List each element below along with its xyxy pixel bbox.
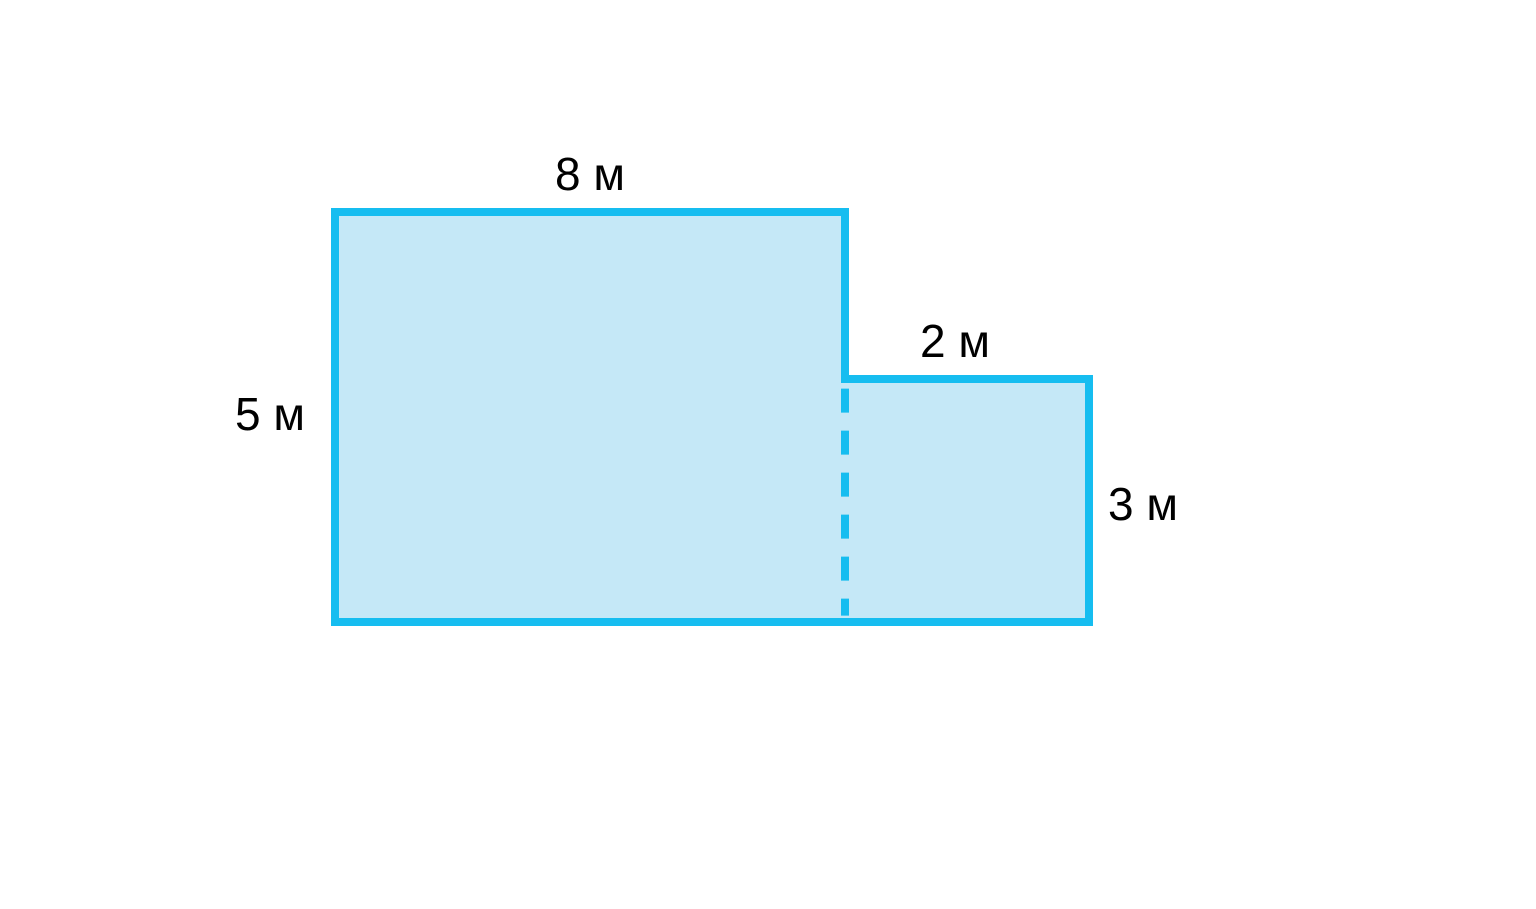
label-top-2m: 2 м	[920, 315, 990, 367]
label-left-5m: 5 м	[235, 388, 305, 440]
label-top-8m: 8 м	[555, 148, 625, 200]
large-rectangle-fill	[335, 212, 845, 622]
small-rectangle-fill	[845, 379, 1089, 622]
geometry-diagram: 8 м 5 м 2 м 3 м	[0, 0, 1536, 909]
label-right-3m: 3 м	[1108, 478, 1178, 530]
